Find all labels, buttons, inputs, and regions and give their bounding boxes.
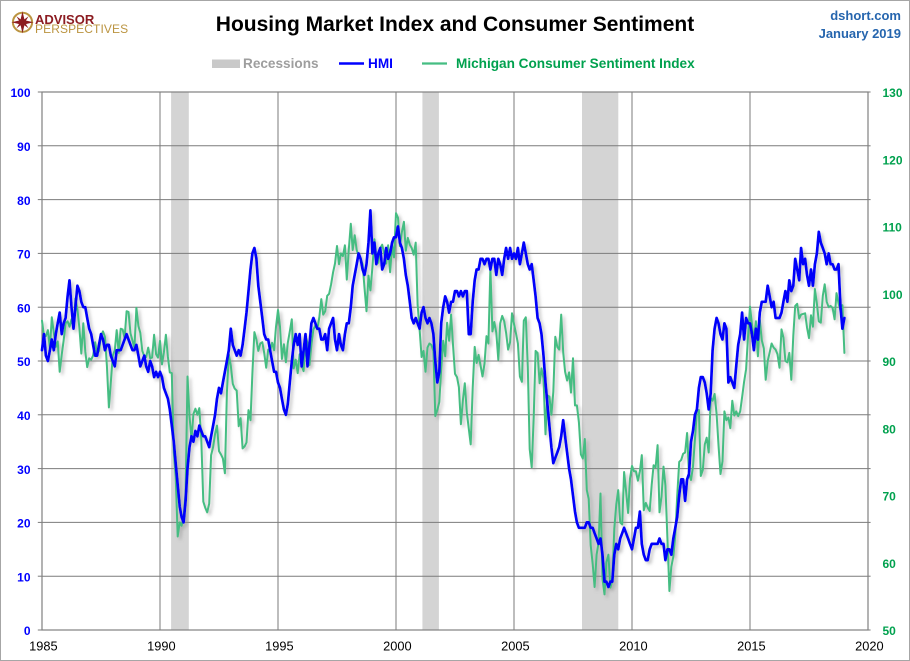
svg-text:Recessions: Recessions (243, 56, 319, 71)
svg-text:2005: 2005 (501, 639, 529, 654)
svg-text:60: 60 (883, 557, 897, 571)
svg-text:HMI: HMI (368, 56, 393, 71)
svg-text:70: 70 (883, 490, 897, 504)
svg-text:1995: 1995 (265, 639, 293, 654)
svg-text:50: 50 (883, 624, 897, 638)
svg-text:40: 40 (17, 409, 31, 423)
svg-text:20: 20 (17, 517, 31, 531)
svg-text:2000: 2000 (383, 639, 411, 654)
svg-text:130: 130 (883, 86, 903, 100)
svg-text:2015: 2015 (737, 639, 765, 654)
svg-text:60: 60 (17, 301, 31, 315)
svg-text:0: 0 (24, 624, 31, 638)
svg-text:90: 90 (17, 140, 31, 154)
svg-text:2010: 2010 (619, 639, 647, 654)
svg-text:30: 30 (17, 463, 31, 477)
svg-text:90: 90 (883, 355, 897, 369)
svg-text:1990: 1990 (147, 639, 175, 654)
svg-text:10: 10 (17, 570, 31, 584)
svg-text:70: 70 (17, 248, 31, 262)
svg-text:1985: 1985 (29, 639, 57, 654)
svg-text:100: 100 (883, 288, 903, 302)
svg-text:100: 100 (10, 86, 30, 100)
svg-text:Michigan Consumer Sentiment In: Michigan Consumer Sentiment Index (456, 56, 695, 71)
svg-text:80: 80 (883, 422, 897, 436)
svg-text:50: 50 (17, 355, 31, 369)
svg-text:80: 80 (17, 194, 31, 208)
svg-text:2020: 2020 (855, 639, 883, 654)
svg-text:120: 120 (883, 153, 903, 167)
svg-text:110: 110 (883, 221, 903, 235)
